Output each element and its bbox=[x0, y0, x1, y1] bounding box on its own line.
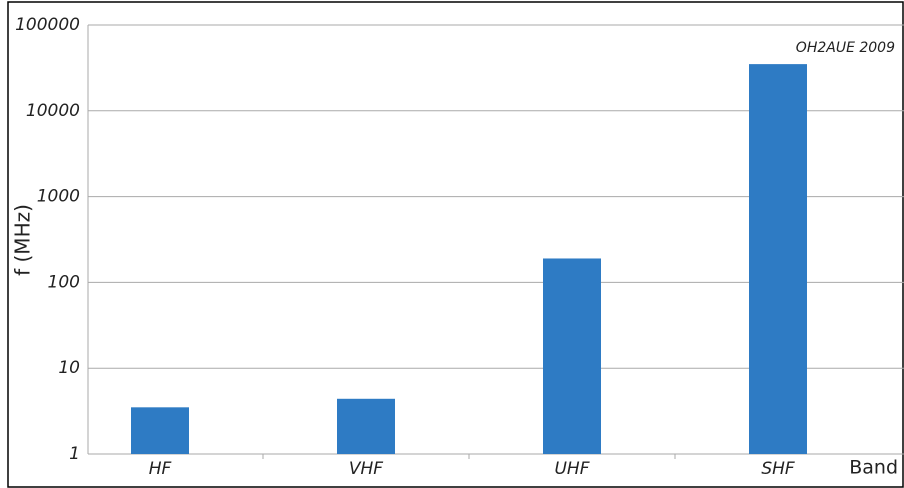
y-tick-label: 100000 bbox=[15, 15, 80, 35]
y-tick-label: 100 bbox=[48, 272, 80, 292]
annotation: OH2AUE 2009 bbox=[796, 40, 895, 56]
bar bbox=[749, 64, 807, 455]
bar bbox=[543, 258, 601, 454]
x-tick-label: UHF bbox=[554, 459, 589, 479]
bar bbox=[337, 398, 395, 454]
y-axis-label: f (MHz) bbox=[11, 204, 35, 276]
x-tick-label: HF bbox=[149, 459, 172, 479]
x-axis-label: Band bbox=[849, 457, 898, 479]
bar bbox=[131, 407, 189, 454]
frame bbox=[7, 1, 904, 488]
x-tick-label: SHF bbox=[761, 459, 795, 479]
x-tick-label: VHF bbox=[349, 459, 383, 479]
y-tick-label: 1000 bbox=[37, 187, 80, 207]
y-tick-label: 1 bbox=[69, 444, 80, 464]
y-tick-label: 10 bbox=[58, 358, 80, 378]
y-tick-label: 10000 bbox=[26, 101, 80, 121]
